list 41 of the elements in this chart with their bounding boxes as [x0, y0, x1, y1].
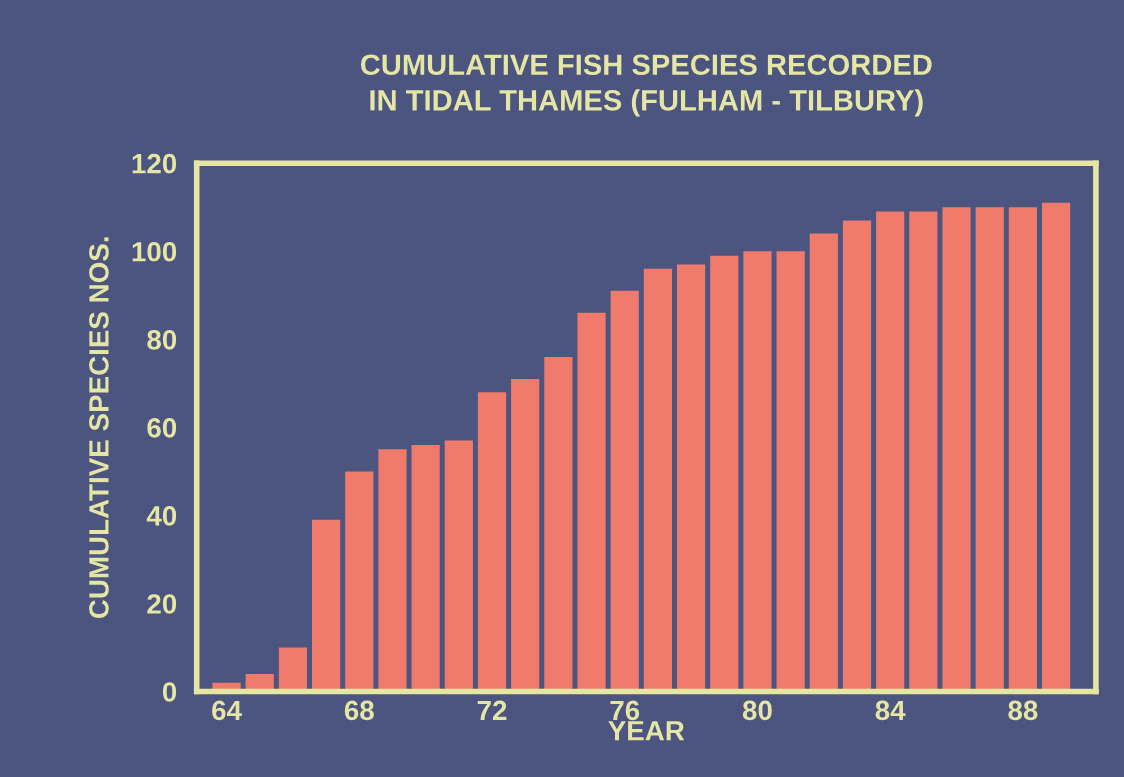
bar	[312, 519, 341, 692]
bar	[942, 207, 971, 692]
y-tick-label: 20	[147, 594, 177, 614]
bar	[411, 444, 440, 692]
bar	[345, 471, 374, 692]
x-tick-label: 68	[344, 700, 374, 721]
bar	[809, 233, 838, 692]
y-tick-label: 100	[132, 241, 177, 262]
x-tick-label: 80	[742, 700, 772, 721]
bar	[643, 268, 673, 692]
bar	[909, 211, 938, 692]
chart-title: CUMULATIVE FISH SPECIES RECORDED IN TIDAL THAMES (FULHAM - TILBURY)	[360, 54, 932, 117]
y-tick-label: 0	[162, 682, 177, 702]
bar	[676, 264, 706, 692]
x-tick-label: 72	[477, 700, 507, 720]
y-axis-title: CUMULATIVE SPECIES NOS.	[89, 237, 109, 619]
bar	[444, 440, 473, 692]
bar	[975, 207, 1004, 692]
x-tick-label: 76	[610, 700, 640, 721]
x-axis-title: YEAR	[608, 721, 685, 741]
bar	[477, 392, 507, 692]
bar	[710, 255, 739, 692]
bar	[610, 290, 639, 692]
x-tick-label: 64	[212, 700, 242, 721]
bar	[842, 220, 872, 692]
bar	[1008, 207, 1037, 692]
y-tick-label: 80	[147, 329, 177, 350]
bar	[876, 211, 905, 692]
x-tick-label: 88	[1008, 700, 1038, 721]
y-tick-label: 60	[147, 418, 177, 438]
bar	[378, 449, 407, 692]
bar	[776, 251, 805, 692]
bar	[278, 647, 308, 692]
bar	[743, 251, 772, 692]
y-tick-label: 120	[132, 153, 177, 174]
bar	[577, 312, 606, 692]
x-tick-label: 84	[875, 700, 906, 721]
bar	[1041, 202, 1071, 692]
bar	[544, 356, 573, 692]
bar	[511, 378, 540, 692]
y-tick-label: 40	[146, 506, 177, 526]
